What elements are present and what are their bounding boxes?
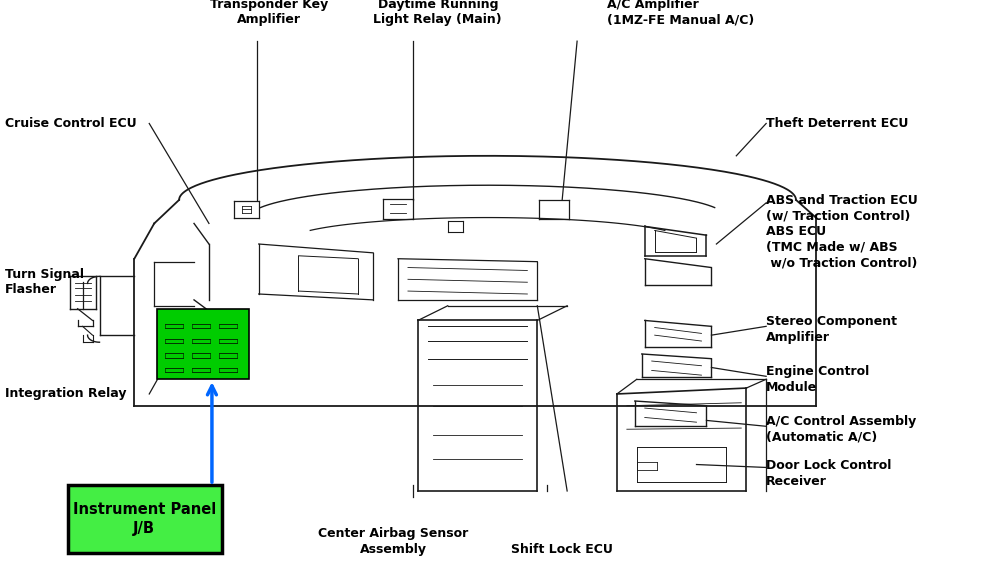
- Text: Shift Lock ECU: Shift Lock ECU: [511, 543, 612, 556]
- Text: A/C Amplifier
(1MZ-FE Manual A/C): A/C Amplifier (1MZ-FE Manual A/C): [606, 0, 753, 26]
- Bar: [157, 309, 248, 379]
- Text: Stereo Component
Amplifier: Stereo Component Amplifier: [765, 315, 897, 343]
- Text: A/C Control Assembly
(Automatic A/C): A/C Control Assembly (Automatic A/C): [765, 415, 915, 443]
- Text: Theft Deterrent ECU: Theft Deterrent ECU: [765, 117, 908, 130]
- Text: Instrument Panel
J/B: Instrument Panel J/B: [73, 502, 216, 536]
- Text: Daytime Running
Light Relay (Main): Daytime Running Light Relay (Main): [373, 0, 502, 26]
- Text: Engine Control
Module: Engine Control Module: [765, 365, 869, 393]
- Text: Integration Relay: Integration Relay: [5, 387, 126, 400]
- Text: ABS and Traction ECU
(w/ Traction Control)
ABS ECU
(TMC Made w/ ABS
 w/o Tractio: ABS and Traction ECU (w/ Traction Contro…: [765, 194, 917, 269]
- Bar: [68, 485, 222, 553]
- Text: Transponder Key
Amplifier: Transponder Key Amplifier: [210, 0, 327, 26]
- Text: Cruise Control ECU: Cruise Control ECU: [5, 117, 136, 130]
- Text: Door Lock Control
Receiver: Door Lock Control Receiver: [765, 459, 891, 487]
- Text: Turn Signal
Flasher: Turn Signal Flasher: [5, 268, 83, 296]
- Text: Center Airbag Sensor
Assembly: Center Airbag Sensor Assembly: [317, 527, 468, 556]
